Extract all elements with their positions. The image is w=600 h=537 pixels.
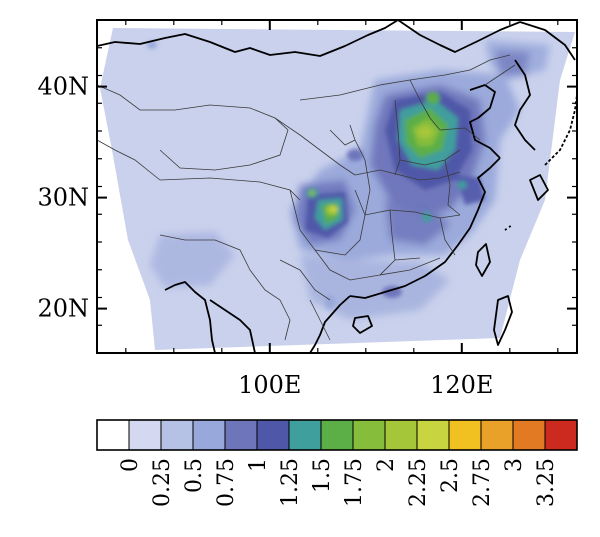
colorbar-label: 1.25	[278, 458, 303, 507]
shanxi-boundary	[394, 99, 401, 176]
colorbar-swatch	[512, 419, 546, 451]
colorbar-swatch	[352, 419, 386, 451]
colorbar-label: 2.5	[438, 458, 463, 493]
shaanxi-boundary	[354, 139, 371, 216]
hainan	[352, 315, 373, 334]
latitude-ticks: 40N 30N 20N	[37, 19, 577, 354]
wuhan-level-1.5	[422, 212, 432, 222]
colorbar-swatch	[544, 419, 578, 451]
inner-mongolia-boundary	[299, 69, 471, 101]
philippines-luzon	[493, 295, 513, 346]
colorbar-swatch	[192, 419, 226, 451]
south-china-level-0.75	[300, 255, 450, 320]
colorbar-label: 0.25	[150, 458, 175, 507]
myanmar-border	[249, 269, 291, 341]
east-china-coast	[349, 157, 501, 299]
taiwan	[475, 243, 491, 277]
hubei-boundary	[364, 209, 461, 219]
lat-tick-label: 30N	[37, 184, 89, 212]
colorbar-swatch	[320, 419, 354, 451]
ryukyu	[504, 224, 513, 231]
colorbar-swatch	[448, 419, 482, 451]
beijing-level-1.75	[426, 92, 440, 104]
province-boundaries	[97, 54, 516, 341]
japan-kyushu	[529, 174, 549, 201]
colorbar-swatch	[288, 419, 322, 451]
map-panel	[97, 20, 577, 353]
kazakh-border	[97, 84, 175, 111]
sichuan-level-2.5	[330, 206, 338, 212]
central-boundaries	[354, 169, 461, 181]
yunnan-spot	[325, 295, 335, 309]
colorbar-label: 2.75	[470, 458, 495, 507]
pakistan-border	[97, 139, 161, 181]
colorbar-label: 2.25	[406, 458, 431, 507]
longitude-ticks: 100E 120E	[125, 20, 559, 399]
colorbar-swatch	[96, 419, 130, 451]
colorbar-frame	[96, 419, 578, 451]
xinjiang-boundary	[159, 104, 289, 171]
jiangxi-fujian-boundary	[439, 217, 456, 256]
nanjing-level-1.5	[457, 181, 467, 189]
ne-level-1	[495, 50, 530, 75]
indochina-coast	[309, 295, 351, 353]
yunnan-guangxi	[279, 259, 331, 301]
xian-level-1	[347, 149, 363, 161]
gansu-boundary	[274, 117, 356, 176]
shandong-boundary	[439, 127, 481, 141]
colorbar-label: 0	[118, 458, 143, 472]
laos-vietnam-border	[309, 299, 331, 341]
colorbar-swatch	[128, 419, 162, 451]
anhui-jiangsu-boundary	[444, 159, 461, 216]
bay-of-bengal	[209, 299, 256, 353]
korea-coast	[514, 59, 536, 151]
hebei-boundary	[409, 79, 441, 131]
concentration-field	[147, 40, 550, 320]
russia-mongolia-border	[97, 20, 399, 57]
colorbar-swatch	[256, 419, 290, 451]
colorbar-swatch	[384, 419, 418, 451]
india-coast-1	[164, 281, 216, 353]
india-nepal-border	[159, 234, 251, 271]
colorbar-swatch	[160, 419, 194, 451]
ningxia-boundary	[329, 124, 356, 146]
lat-tick-label: 40N	[37, 73, 89, 101]
colorbar-label: 3.25	[534, 458, 559, 507]
chengdu-level-2	[309, 190, 315, 196]
colorbar: 0 0.25 0.5 0.75 1 1.25 1.5 1.75 2 2.25 2.5 2.75 3 3.2…	[96, 419, 578, 507]
colorbar-label: 0.5	[182, 458, 207, 493]
ncp-level-2.25	[417, 126, 433, 138]
colorbar-label: 1.75	[342, 458, 367, 507]
liaoning-jilin	[484, 64, 516, 86]
coastlines-and-borders	[97, 20, 577, 353]
northeast-border	[519, 21, 576, 61]
qinghai-tibet-boundary	[159, 177, 301, 201]
south-boundaries	[314, 249, 441, 281]
lon-tick-label: 120E	[430, 371, 493, 399]
colorbar-swatch	[416, 419, 450, 451]
henan-boundary	[399, 149, 461, 166]
colorbar-swatch	[224, 419, 258, 451]
tibet-west-patch	[150, 232, 235, 288]
mongolia-china-border-east	[397, 20, 521, 53]
lat-tick-label: 20N	[37, 295, 89, 323]
colorbar-label: 0.75	[214, 458, 239, 507]
colorbar-label: 2	[374, 458, 399, 472]
bohai-coast	[469, 84, 501, 159]
lon-tick-label: 100E	[238, 371, 301, 399]
hunan-boundary	[389, 209, 396, 261]
northeast-boundaries	[469, 54, 511, 71]
colorbar-label: 1.5	[310, 458, 335, 493]
guangdong-boundary	[379, 257, 421, 276]
nw-spot	[147, 41, 157, 49]
colorbar-label: 1	[246, 458, 271, 472]
colorbar-label: 3	[502, 458, 527, 472]
colorbar-swatch	[480, 419, 514, 451]
